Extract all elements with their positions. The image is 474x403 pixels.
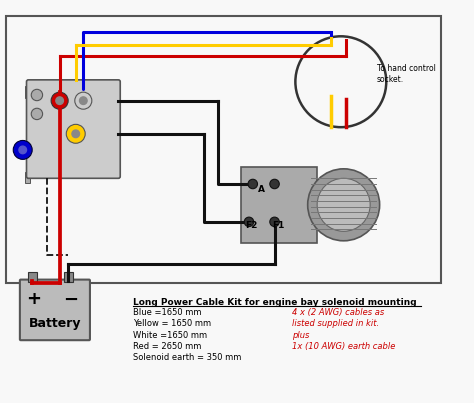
Circle shape [317,178,370,231]
Text: Blue =1650 mm: Blue =1650 mm [133,308,201,317]
Text: Solenoid earth = 350 mm: Solenoid earth = 350 mm [133,353,241,362]
Text: F2: F2 [245,220,257,230]
Bar [25,87,30,98]
Circle shape [270,179,279,189]
FancyBboxPatch shape [27,80,120,178]
Bar [28,272,37,283]
Bar [64,272,73,283]
Text: To hand control
socket.: To hand control socket. [377,64,436,84]
Circle shape [31,108,43,120]
Text: 1x (10 AWG) earth cable: 1x (10 AWG) earth cable [292,342,395,351]
Circle shape [295,36,386,127]
Text: A: A [258,185,265,193]
Text: −: − [64,291,79,308]
Circle shape [308,169,380,241]
Text: Yellow = 1650 mm: Yellow = 1650 mm [133,319,210,328]
Bar [25,172,30,183]
Circle shape [56,97,64,104]
Text: 4 x (2 AWG) cables as: 4 x (2 AWG) cables as [292,308,384,317]
Circle shape [244,217,254,226]
Text: plus: plus [292,331,309,340]
Bar [6,17,441,283]
Text: listed supplied in kit.: listed supplied in kit. [292,319,379,328]
Circle shape [248,179,257,189]
Circle shape [13,140,32,159]
Text: +: + [27,291,42,308]
Circle shape [31,89,43,101]
Circle shape [72,130,80,137]
Text: Battery: Battery [28,317,81,330]
FancyBboxPatch shape [20,280,90,340]
Bar [241,167,317,243]
Circle shape [75,92,92,109]
Circle shape [19,146,27,154]
Circle shape [66,125,85,143]
Circle shape [270,217,279,226]
Text: Red = 2650 mm: Red = 2650 mm [133,342,201,351]
Text: White =1650 mm: White =1650 mm [133,331,207,340]
Text: Long Power Cable Kit for engine bay solenoid mounting: Long Power Cable Kit for engine bay sole… [133,297,416,307]
Circle shape [80,97,87,104]
Circle shape [51,92,68,109]
Text: F1: F1 [272,220,284,230]
